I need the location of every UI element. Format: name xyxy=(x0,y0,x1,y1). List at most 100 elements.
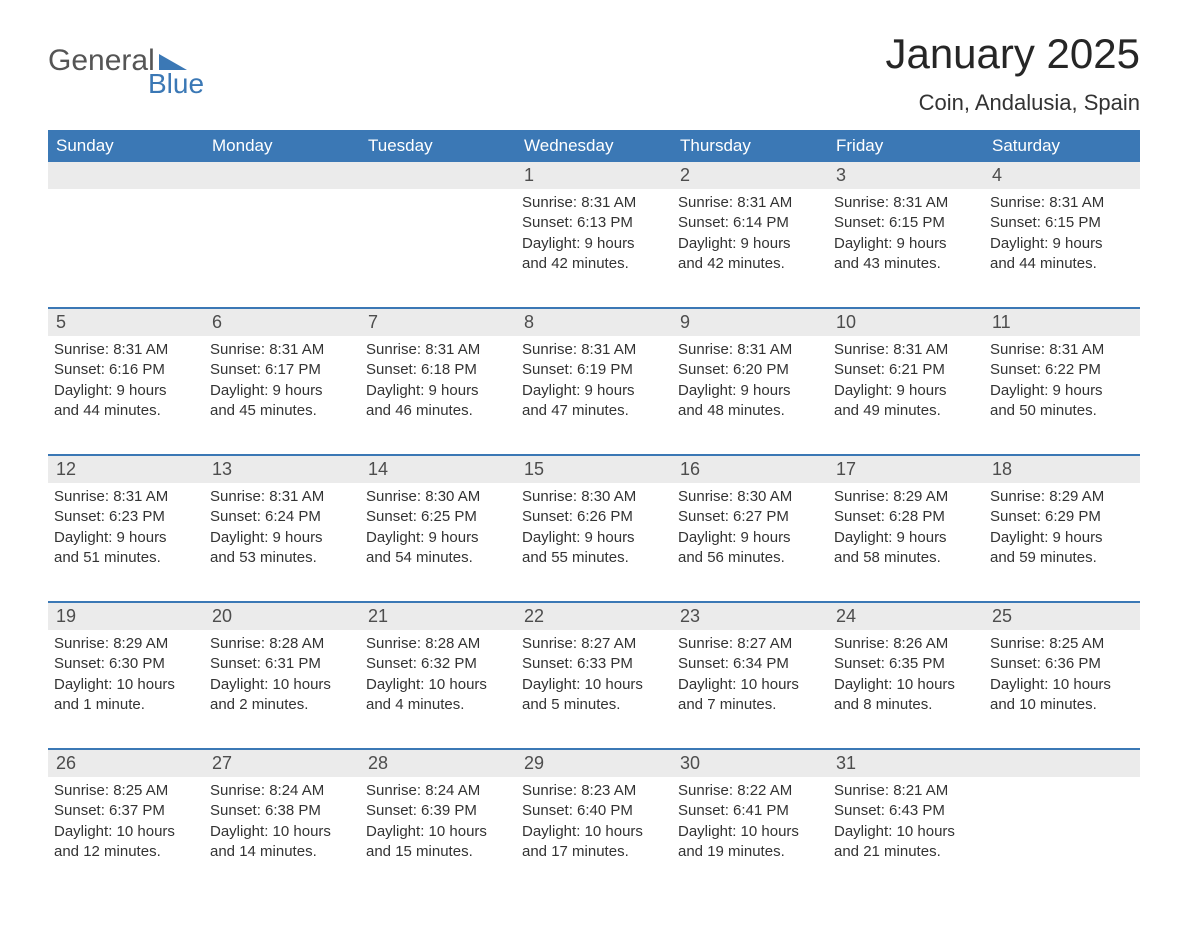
day-daylight2: and 48 minutes. xyxy=(678,401,822,421)
day-daylight1: Daylight: 10 hours xyxy=(366,822,510,842)
week-body-row: Sunrise: 8:31 AMSunset: 6:13 PMDaylight:… xyxy=(48,189,1140,307)
day-number: 1 xyxy=(516,162,672,189)
day-sunrise: Sunrise: 8:25 AM xyxy=(990,634,1134,654)
weeks-container: 1234Sunrise: 8:31 AMSunset: 6:13 PMDayli… xyxy=(48,162,1140,895)
day-daylight2: and 19 minutes. xyxy=(678,842,822,862)
day-sunrise: Sunrise: 8:31 AM xyxy=(54,487,198,507)
day-sunrise: Sunrise: 8:31 AM xyxy=(990,340,1134,360)
day-sunset: Sunset: 6:39 PM xyxy=(366,801,510,821)
day-sunset: Sunset: 6:24 PM xyxy=(210,507,354,527)
day-cell: Sunrise: 8:27 AMSunset: 6:33 PMDaylight:… xyxy=(516,630,672,748)
day-number: 2 xyxy=(672,162,828,189)
day-sunset: Sunset: 6:38 PM xyxy=(210,801,354,821)
week-body-row: Sunrise: 8:29 AMSunset: 6:30 PMDaylight:… xyxy=(48,630,1140,748)
day-sunrise: Sunrise: 8:31 AM xyxy=(834,193,978,213)
day-sunrise: Sunrise: 8:28 AM xyxy=(210,634,354,654)
day-cell: Sunrise: 8:31 AMSunset: 6:24 PMDaylight:… xyxy=(204,483,360,601)
day-sunset: Sunset: 6:32 PM xyxy=(366,654,510,674)
day-cell: Sunrise: 8:28 AMSunset: 6:31 PMDaylight:… xyxy=(204,630,360,748)
day-number: 23 xyxy=(672,603,828,630)
day-number xyxy=(48,162,204,189)
day-cell xyxy=(204,189,360,307)
week-daynum-row: 1234 xyxy=(48,162,1140,189)
day-sunrise: Sunrise: 8:29 AM xyxy=(54,634,198,654)
day-sunset: Sunset: 6:35 PM xyxy=(834,654,978,674)
day-number: 11 xyxy=(984,309,1140,336)
day-daylight1: Daylight: 10 hours xyxy=(990,675,1134,695)
day-number: 17 xyxy=(828,456,984,483)
day-number xyxy=(360,162,516,189)
day-number: 19 xyxy=(48,603,204,630)
location-subtitle: Coin, Andalusia, Spain xyxy=(885,90,1140,116)
day-daylight2: and 4 minutes. xyxy=(366,695,510,715)
day-number xyxy=(984,750,1140,777)
day-sunset: Sunset: 6:34 PM xyxy=(678,654,822,674)
day-number: 5 xyxy=(48,309,204,336)
day-number: 29 xyxy=(516,750,672,777)
day-daylight2: and 59 minutes. xyxy=(990,548,1134,568)
day-sunset: Sunset: 6:21 PM xyxy=(834,360,978,380)
day-number: 27 xyxy=(204,750,360,777)
day-sunset: Sunset: 6:29 PM xyxy=(990,507,1134,527)
day-daylight2: and 45 minutes. xyxy=(210,401,354,421)
day-of-week-header: Sunday Monday Tuesday Wednesday Thursday… xyxy=(48,130,1140,162)
day-cell: Sunrise: 8:24 AMSunset: 6:39 PMDaylight:… xyxy=(360,777,516,895)
day-daylight2: and 54 minutes. xyxy=(366,548,510,568)
title-block: January 2025 Coin, Andalusia, Spain xyxy=(885,30,1140,116)
day-cell: Sunrise: 8:23 AMSunset: 6:40 PMDaylight:… xyxy=(516,777,672,895)
day-cell: Sunrise: 8:25 AMSunset: 6:37 PMDaylight:… xyxy=(48,777,204,895)
day-daylight1: Daylight: 9 hours xyxy=(522,234,666,254)
logo: General Blue xyxy=(48,44,204,100)
day-sunrise: Sunrise: 8:27 AM xyxy=(522,634,666,654)
day-daylight1: Daylight: 9 hours xyxy=(210,381,354,401)
day-sunset: Sunset: 6:22 PM xyxy=(990,360,1134,380)
day-sunset: Sunset: 6:36 PM xyxy=(990,654,1134,674)
day-sunrise: Sunrise: 8:21 AM xyxy=(834,781,978,801)
day-daylight1: Daylight: 10 hours xyxy=(522,675,666,695)
day-sunset: Sunset: 6:16 PM xyxy=(54,360,198,380)
day-cell: Sunrise: 8:30 AMSunset: 6:25 PMDaylight:… xyxy=(360,483,516,601)
day-daylight1: Daylight: 10 hours xyxy=(678,675,822,695)
day-cell: Sunrise: 8:31 AMSunset: 6:21 PMDaylight:… xyxy=(828,336,984,454)
day-cell: Sunrise: 8:26 AMSunset: 6:35 PMDaylight:… xyxy=(828,630,984,748)
day-sunset: Sunset: 6:13 PM xyxy=(522,213,666,233)
day-number: 12 xyxy=(48,456,204,483)
day-number: 22 xyxy=(516,603,672,630)
day-number: 18 xyxy=(984,456,1140,483)
day-daylight2: and 58 minutes. xyxy=(834,548,978,568)
day-daylight1: Daylight: 9 hours xyxy=(678,381,822,401)
day-sunset: Sunset: 6:27 PM xyxy=(678,507,822,527)
day-cell: Sunrise: 8:31 AMSunset: 6:13 PMDaylight:… xyxy=(516,189,672,307)
day-sunrise: Sunrise: 8:29 AM xyxy=(990,487,1134,507)
dow-friday: Friday xyxy=(828,130,984,162)
day-sunset: Sunset: 6:41 PM xyxy=(678,801,822,821)
day-daylight2: and 44 minutes. xyxy=(990,254,1134,274)
day-daylight1: Daylight: 9 hours xyxy=(990,528,1134,548)
day-cell: Sunrise: 8:28 AMSunset: 6:32 PMDaylight:… xyxy=(360,630,516,748)
day-cell: Sunrise: 8:29 AMSunset: 6:30 PMDaylight:… xyxy=(48,630,204,748)
day-daylight2: and 2 minutes. xyxy=(210,695,354,715)
day-daylight1: Daylight: 9 hours xyxy=(522,381,666,401)
week-daynum-row: 19202122232425 xyxy=(48,601,1140,630)
day-sunset: Sunset: 6:14 PM xyxy=(678,213,822,233)
day-daylight2: and 50 minutes. xyxy=(990,401,1134,421)
day-cell: Sunrise: 8:25 AMSunset: 6:36 PMDaylight:… xyxy=(984,630,1140,748)
page-title: January 2025 xyxy=(885,30,1140,78)
day-sunrise: Sunrise: 8:29 AM xyxy=(834,487,978,507)
day-daylight1: Daylight: 10 hours xyxy=(834,675,978,695)
dow-sunday: Sunday xyxy=(48,130,204,162)
day-cell: Sunrise: 8:21 AMSunset: 6:43 PMDaylight:… xyxy=(828,777,984,895)
day-sunrise: Sunrise: 8:31 AM xyxy=(54,340,198,360)
day-cell: Sunrise: 8:29 AMSunset: 6:29 PMDaylight:… xyxy=(984,483,1140,601)
day-sunrise: Sunrise: 8:31 AM xyxy=(366,340,510,360)
day-sunset: Sunset: 6:37 PM xyxy=(54,801,198,821)
day-daylight1: Daylight: 9 hours xyxy=(990,381,1134,401)
day-daylight1: Daylight: 9 hours xyxy=(54,381,198,401)
day-cell: Sunrise: 8:31 AMSunset: 6:17 PMDaylight:… xyxy=(204,336,360,454)
day-number: 6 xyxy=(204,309,360,336)
day-daylight1: Daylight: 9 hours xyxy=(678,234,822,254)
day-cell xyxy=(984,777,1140,895)
dow-thursday: Thursday xyxy=(672,130,828,162)
day-cell: Sunrise: 8:27 AMSunset: 6:34 PMDaylight:… xyxy=(672,630,828,748)
day-number: 16 xyxy=(672,456,828,483)
